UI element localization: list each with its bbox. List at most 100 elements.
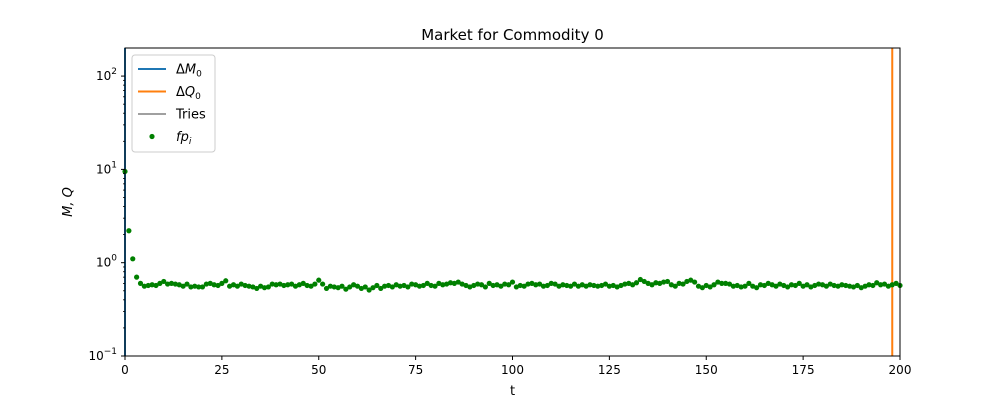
data-point xyxy=(482,284,488,290)
data-point xyxy=(424,280,430,286)
data-point xyxy=(843,282,849,289)
data-point xyxy=(323,285,330,292)
x-tick-label: 200 xyxy=(889,363,912,377)
data-point xyxy=(475,281,481,287)
data-point xyxy=(804,282,810,288)
data-point xyxy=(525,281,531,287)
data-point xyxy=(726,281,733,287)
data-point xyxy=(881,281,888,287)
data-point xyxy=(180,283,186,289)
data-point xyxy=(723,280,729,286)
data-point xyxy=(839,282,845,288)
data-point xyxy=(362,284,368,290)
y-tick-label: 10−1 xyxy=(88,347,117,363)
data-point xyxy=(676,280,682,286)
data-point xyxy=(316,277,322,283)
x-tick-label: 100 xyxy=(501,363,524,377)
data-point xyxy=(300,280,306,286)
x-tick-label: 125 xyxy=(598,363,621,377)
data-point xyxy=(219,280,225,286)
data-point xyxy=(688,277,694,283)
data-point xyxy=(168,280,175,286)
data-point xyxy=(641,278,647,285)
legend-label: ΔQ0 xyxy=(176,85,201,102)
data-point xyxy=(428,282,434,289)
data-point xyxy=(785,284,791,290)
y-axis: 10−1 100 101 102 xyxy=(88,67,125,363)
y-tick-label: 101 xyxy=(96,160,117,176)
data-point xyxy=(571,281,578,287)
data-point xyxy=(366,287,372,293)
data-point xyxy=(509,279,516,285)
data-point xyxy=(137,280,144,286)
x-tick-label: 150 xyxy=(695,363,718,377)
data-point xyxy=(773,283,779,289)
data-point xyxy=(347,284,353,290)
data-point xyxy=(533,282,539,288)
data-point xyxy=(602,281,609,287)
data-point xyxy=(203,281,209,287)
data-point xyxy=(432,283,438,289)
data-point xyxy=(409,281,415,287)
data-point xyxy=(591,282,597,289)
data-point xyxy=(754,285,760,291)
data-point xyxy=(552,281,558,287)
data-point xyxy=(242,282,248,289)
data-point xyxy=(746,280,752,286)
data-point xyxy=(254,285,260,292)
legend-label: Tries xyxy=(175,108,206,123)
data-point xyxy=(560,282,566,288)
data-point xyxy=(564,282,570,289)
data-point xyxy=(630,282,636,288)
x-tick-label: 0 xyxy=(121,363,129,377)
data-point xyxy=(742,283,748,289)
data-point xyxy=(192,283,198,289)
data-point xyxy=(506,282,512,288)
data-point xyxy=(672,283,678,289)
data-point xyxy=(339,283,345,289)
data-point xyxy=(816,281,822,287)
chart-title: Market for Commodity 0 xyxy=(421,26,604,44)
y-tick-label: 102 xyxy=(96,67,117,83)
data-point xyxy=(405,284,411,290)
series-layer xyxy=(122,48,903,356)
legend-box xyxy=(131,54,216,153)
data-point xyxy=(188,284,194,290)
data-point xyxy=(172,281,178,287)
data-point xyxy=(165,281,171,287)
data-point xyxy=(792,282,798,289)
data-point xyxy=(130,256,136,262)
data-point xyxy=(389,284,395,290)
data-point xyxy=(397,283,403,289)
data-point xyxy=(788,282,795,288)
data-point xyxy=(595,283,601,289)
data-point xyxy=(199,284,206,290)
data-point xyxy=(692,279,698,285)
data-point xyxy=(796,280,802,286)
data-point xyxy=(633,280,640,286)
data-point xyxy=(521,283,527,289)
data-point xyxy=(757,282,764,288)
data-point xyxy=(378,285,384,292)
data-point xyxy=(517,282,523,289)
data-point xyxy=(548,280,554,286)
data-point xyxy=(498,283,504,289)
data-point xyxy=(149,282,155,288)
data-point xyxy=(699,285,705,291)
data-point xyxy=(866,282,872,288)
x-axis-label: t xyxy=(510,384,515,399)
y-tick-label: 100 xyxy=(96,254,117,270)
data-point xyxy=(269,281,275,287)
data-point xyxy=(680,281,686,287)
data-point xyxy=(141,283,147,289)
x-tick-label: 175 xyxy=(792,363,815,377)
data-point xyxy=(161,278,167,285)
x-axis: 0 25 50 75 100 125 150 175 200 xyxy=(121,356,911,377)
legend-label: ΔM0 xyxy=(176,63,202,80)
data-point xyxy=(544,282,550,289)
data-point xyxy=(126,228,132,234)
data-point xyxy=(312,281,318,287)
data-point xyxy=(354,283,361,289)
data-point xyxy=(196,284,202,290)
